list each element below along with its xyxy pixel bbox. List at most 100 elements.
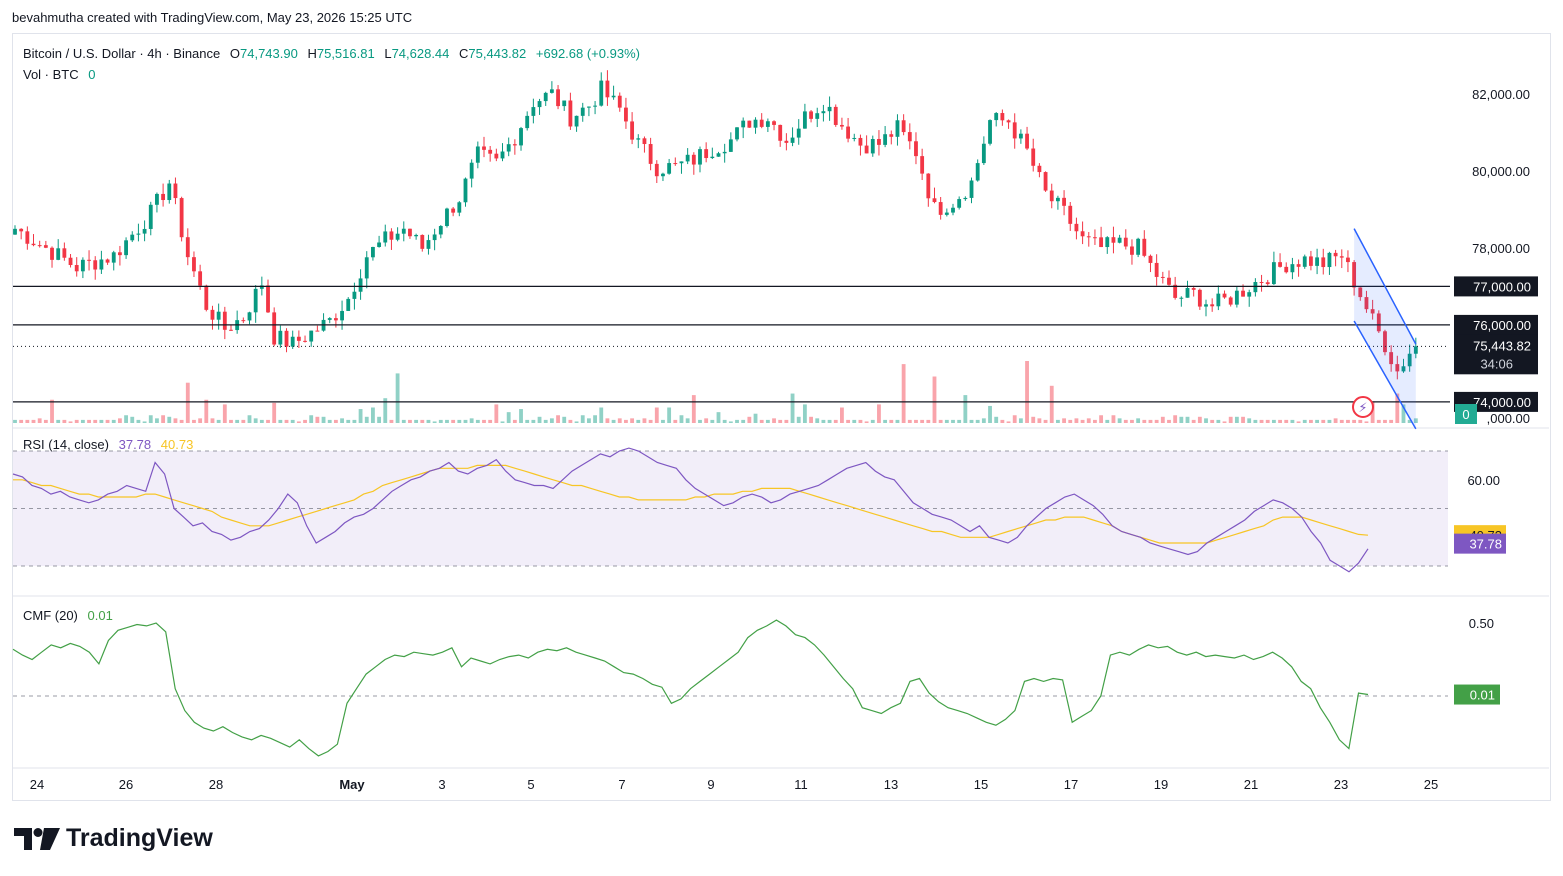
volume-bar — [1247, 418, 1252, 423]
volume-bar — [1358, 419, 1363, 423]
volume-bar — [753, 413, 758, 423]
volume-bar — [37, 418, 42, 423]
volume-bar — [87, 419, 91, 423]
candle-body — [327, 318, 332, 320]
candle-body — [1093, 237, 1097, 239]
candle-body — [802, 111, 807, 129]
candle-body — [204, 285, 209, 310]
candle-body — [1099, 237, 1104, 248]
candle-body — [951, 207, 955, 213]
candle-body — [445, 208, 449, 227]
price-tick-label: ,000.00 — [1487, 411, 1530, 426]
candle-body — [340, 310, 344, 321]
candle-body — [1395, 364, 1400, 372]
time-tick-label: 28 — [209, 777, 223, 792]
candle-body — [1370, 309, 1375, 314]
candle-body — [1074, 223, 1079, 232]
volume-bar — [951, 419, 955, 423]
candle-body — [901, 120, 906, 133]
candle-body — [1185, 288, 1190, 298]
candle-body — [1179, 297, 1184, 299]
volume-bar — [957, 419, 962, 423]
candle-body — [475, 146, 480, 163]
candle-body — [185, 237, 190, 258]
volume-bar — [1000, 419, 1005, 423]
volume-bar — [389, 419, 394, 423]
volume-bar — [272, 402, 277, 423]
volume-bar — [1136, 418, 1141, 423]
volume-bar — [117, 418, 122, 423]
volume-bar — [728, 421, 733, 423]
candle-body — [383, 231, 388, 243]
volume-bar — [1407, 419, 1412, 423]
candle-body — [562, 100, 567, 107]
candle-body — [944, 212, 949, 215]
volume-bar — [747, 416, 752, 423]
volume-bar — [500, 421, 505, 423]
candle-body — [124, 240, 128, 256]
candle-body — [568, 100, 573, 127]
candle-body — [1271, 262, 1276, 285]
volume-bar — [210, 418, 215, 423]
volume-bar — [204, 399, 209, 423]
candle-body — [19, 228, 24, 232]
candle-body — [1333, 252, 1338, 257]
volume-bar — [889, 419, 894, 423]
volume-bar — [1037, 418, 1042, 423]
volume-bar — [31, 419, 36, 423]
candle-body — [1259, 282, 1264, 284]
volume-bar — [259, 419, 264, 423]
volume-bar — [1315, 419, 1320, 423]
volume-bar — [333, 419, 338, 423]
volume-bar — [241, 419, 246, 423]
volume-bar — [148, 415, 153, 423]
volume-bar — [167, 416, 172, 423]
cmf-value: 0.01 — [87, 608, 113, 623]
volume-bar — [99, 419, 104, 423]
volume-bar — [716, 412, 721, 423]
candle-body — [167, 183, 172, 201]
candle-body — [661, 173, 665, 177]
channel-fill — [1354, 228, 1416, 429]
time-tick-label: 24 — [30, 777, 44, 792]
volume-bar — [661, 419, 665, 423]
candle-body — [469, 162, 474, 179]
volume-bar — [488, 419, 493, 423]
volume-bar — [1265, 419, 1270, 423]
candle-body — [1117, 237, 1122, 243]
candle-body — [630, 121, 635, 140]
time-tick-label: 17 — [1064, 777, 1078, 792]
volume-bar — [1296, 421, 1301, 423]
candle-body — [1197, 289, 1202, 307]
candle-body — [1302, 256, 1307, 267]
candle-body — [420, 234, 425, 249]
volume-bar — [531, 419, 536, 423]
candle-body — [278, 330, 283, 345]
cmf-badge — [1454, 684, 1500, 705]
candle-body — [938, 202, 943, 215]
volume-bar — [630, 418, 635, 423]
time-tick-label: 5 — [527, 777, 534, 792]
volume-bar — [624, 419, 628, 423]
volume-bar — [537, 416, 542, 423]
volume-bar — [512, 419, 517, 423]
candle-body — [1284, 266, 1289, 273]
candle-body — [914, 141, 918, 157]
volume-bar — [883, 419, 888, 423]
volume-bar — [43, 419, 48, 423]
volume-bar — [1179, 416, 1184, 423]
volume-bar — [457, 419, 462, 423]
low-label: L — [384, 46, 392, 61]
rsi-line — [12, 447, 1369, 573]
candle-body — [148, 204, 153, 229]
volume-bar — [654, 407, 659, 423]
tradingview-wordmark: TradingView — [66, 824, 213, 852]
volume-bar — [1080, 419, 1085, 423]
volume-bar — [975, 419, 980, 423]
candle-body — [1080, 231, 1085, 237]
candle-body — [99, 259, 104, 270]
candle-body — [679, 161, 684, 164]
candle-body — [1265, 282, 1270, 285]
candle-body — [105, 259, 110, 263]
